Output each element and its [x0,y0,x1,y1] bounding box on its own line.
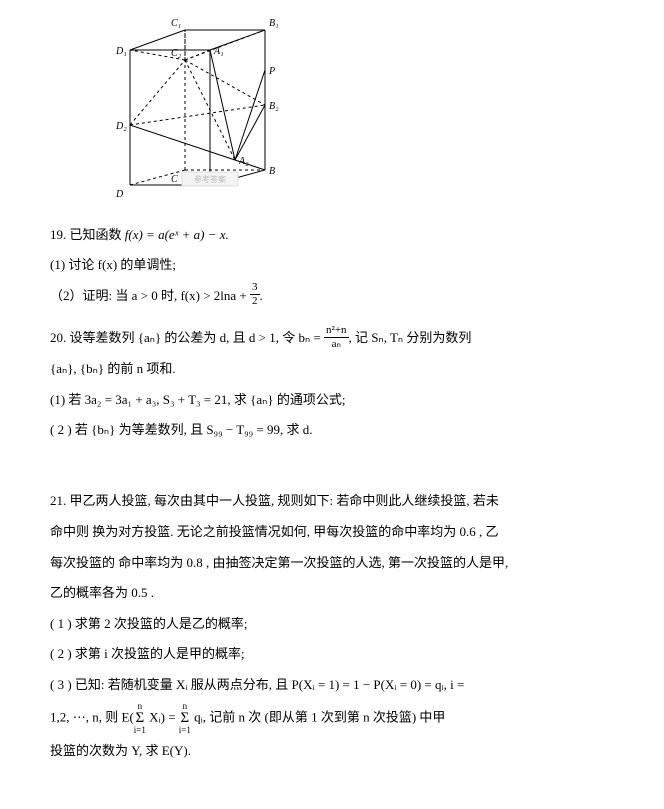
p19-head: 19. 已知函数 f(x) = a(eˣ + a) − x. [50,221,614,250]
sum-top: n [134,702,146,711]
sum-2: nΣi=1 [179,702,191,735]
problem-20: 20. 设等差数列 {aₙ} 的公差为 d, 且 d > 1, 令 bₙ = n… [50,324,614,444]
p19-q1: (1) 讨论 f(x) 的单调性; [50,251,614,280]
p21-q3b-mid: Xᵢ) = [146,709,179,724]
p20-line2: {aₙ}, {bₙ} 的前 n 项和. [50,355,614,384]
problem-19: 19. 已知函数 f(x) = a(eˣ + a) − x. (1) 讨论 f(… [50,221,614,311]
p21-q3b-c: qᵢ, 记前 n 次 (即从第 1 次到第 n 次投篮) 中甲 [191,709,446,724]
p19-head-text: 19. 已知函数 [50,227,125,242]
p21-q3a: ( 3 ) 已知: 若随机变量 Xᵢ 服从两点分布, 且 P(Xᵢ = 1) =… [50,671,614,700]
p20-q2: ( 2 ) 若 {bₙ} 为等差数列, 且 S₉₉ − T₉₉ = 99, 求 … [50,416,614,445]
svg-text:参考答案: 参考答案 [194,174,226,184]
p19-q2: （2）证明: 当 a > 0 时, f(x) > 2lna + 32. [50,282,614,311]
p21-l3: 每次投篮的 命中率均为 0.8 , 由抽签决定第一次投篮的人选, 第一次投篮的人… [50,549,614,578]
p19-q2b: . [260,288,263,303]
svg-text:A₁: A₁ [213,46,224,57]
svg-text:B₂: B₂ [269,101,279,112]
frac-num: 3 [250,282,260,295]
sum-bot: i=1 [179,726,191,735]
p20-head-b: , 记 Sₙ, Tₙ 分别为数列 [349,330,472,345]
p19-q2a: （2）证明: 当 a > 0 时, f(x) > 2lna + [50,288,250,303]
sum-1: nΣi=1 [134,702,146,735]
p20-head-a: 20. 设等差数列 {aₙ} 的公差为 d, 且 d > 1, 令 bₙ = [50,330,324,345]
svg-text:C: C [171,174,178,185]
svg-text:D: D [115,189,124,200]
p19-frac: 32 [250,282,260,307]
sigma-icon: Σ [134,711,146,726]
svg-text:D₁: D₁ [115,46,127,57]
frac-num: n²+n [324,325,349,338]
p21-q1: ( 1 ) 求第 2 次投篮的人是乙的概率; [50,610,614,639]
cuboid-svg: D C B D₁ C₁ B₁ A₁ D₂ C₂ B₂ A₂ P 参考答案 [90,10,290,200]
p21-q2: ( 2 ) 求第 i 次投篮的人是甲的概率; [50,640,614,669]
svg-text:B₁: B₁ [269,18,279,29]
frac-den: 2 [250,295,260,307]
p21-q3b: 1,2, ⋯, n, 则 E(nΣi=1 Xᵢ) = nΣi=1 qᵢ, 记前 … [50,702,614,735]
p20-frac: n²+naₙ [324,325,349,350]
svg-text:P: P [268,66,275,77]
p21-l4: 乙的概率各为 0.5 . [50,579,614,608]
svg-text:C₂: C₂ [171,48,182,59]
sigma-icon: Σ [179,711,191,726]
svg-text:B: B [269,166,275,177]
svg-text:A₂: A₂ [238,156,249,167]
p20-head: 20. 设等差数列 {aₙ} 的公差为 d, 且 d > 1, 令 bₙ = n… [50,324,614,353]
sum-bot: i=1 [134,726,146,735]
sum-top: n [179,702,191,711]
p21-l2: 命中则 换为对方投篮. 无论之前投篮情况如何, 甲每次投篮的命中率均为 0.6 … [50,518,614,547]
p21-q3b-a: 1,2, ⋯, n, 则 E( [50,709,134,724]
svg-text:D₂: D₂ [115,121,127,132]
p21-l1: 21. 甲乙两人投篮, 每次由其中一人投篮, 规则如下: 若命中则此人继续投篮,… [50,487,614,516]
p19-func: f(x) = a(eˣ + a) − x. [125,227,229,242]
svg-text:C₁: C₁ [171,18,181,29]
p21-q3c: 投篮的次数为 Y, 求 E(Y). [50,737,614,766]
geometry-diagram: D C B D₁ C₁ B₁ A₁ D₂ C₂ B₂ A₂ P 参考答案 [50,10,614,211]
problem-21: 21. 甲乙两人投篮, 每次由其中一人投篮, 规则如下: 若命中则此人继续投篮,… [50,487,614,765]
p20-q1: (1) 若 3a₂ = 3a₁ + a₃, S₃ + T₃ = 21, 求 {a… [50,386,614,415]
frac-den: aₙ [324,338,349,350]
